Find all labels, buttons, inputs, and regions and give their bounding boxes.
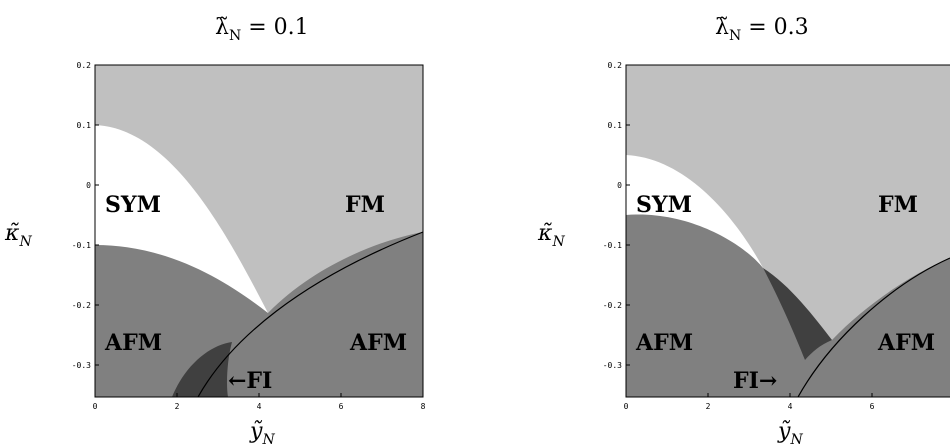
y-tick-label: 0.1 — [608, 121, 623, 130]
boundary-line-left — [197, 231, 424, 398]
region-label-fm-left: FM — [345, 192, 385, 218]
y-tick-label: -0.1 — [603, 241, 622, 250]
x-ticks-left — [94, 393, 424, 397]
region-label-fi-left: ←FI — [228, 368, 272, 394]
frame-right — [625, 64, 950, 398]
right-title: λ̃N = 0.3 — [715, 15, 809, 44]
x-tick-label: 4 — [788, 402, 793, 411]
y-axis-label-right: κ̃N — [537, 221, 565, 250]
afm-region-left — [95, 232, 423, 397]
y-tick-label: -0.1 — [72, 241, 91, 250]
x-tick-label: 0 — [93, 402, 98, 411]
x-tick-label: 8 — [421, 402, 426, 411]
region-label-afm-left: AFM — [104, 330, 162, 356]
region-label-sym-right: SYM — [636, 192, 692, 218]
x-tick-label: 6 — [870, 402, 875, 411]
x-tick-label: 0 — [624, 402, 629, 411]
x-tick-label: 2 — [706, 402, 711, 411]
left-title: λ̃N = 0.1 — [215, 15, 309, 44]
region-label-fi-right: FI→ — [733, 368, 777, 394]
y-tick-label: 0 — [617, 181, 622, 190]
y-tick-label: 0.2 — [77, 61, 92, 70]
fi-region-left — [172, 342, 232, 397]
region-label-afm-right-left: AFM — [349, 330, 407, 356]
y-ticks-right — [626, 64, 630, 366]
region-label-fm-right: FM — [878, 192, 918, 218]
x-tick-label: 4 — [257, 402, 262, 411]
left-panel: λ̃N = 0.1 0.2 0.1 0 -0.1 -0.2 -0.3 — [4, 15, 426, 447]
y-tick-label: 0.1 — [77, 121, 92, 130]
region-label-afm-right-right: AFM — [877, 330, 935, 356]
x-ticks-right — [625, 393, 873, 397]
y-ticks-left — [95, 64, 99, 366]
boundary-line-right — [797, 257, 950, 398]
y-tick-label: 0 — [86, 181, 91, 190]
right-panel: λ̃N = 0.3 0.2 0.1 0 -0.1 -0.2 -0.3 — [537, 15, 950, 447]
x-axis-label-left: ỹN — [249, 419, 275, 447]
fi-region-right — [763, 268, 832, 360]
x-tick-label: 2 — [175, 402, 180, 411]
region-label-sym-left: SYM — [105, 192, 161, 218]
y-tick-label: -0.2 — [603, 301, 622, 310]
region-label-afm-right: AFM — [635, 330, 693, 356]
y-tick-label: -0.3 — [72, 361, 91, 370]
y-tick-label: 0.2 — [608, 61, 623, 70]
x-axis-label-right: ỹN — [777, 419, 803, 447]
x-tick-label: 6 — [339, 402, 344, 411]
y-axis-label-left: κ̃N — [4, 221, 32, 250]
y-tick-label: -0.2 — [72, 301, 91, 310]
y-tick-label: -0.3 — [603, 361, 622, 370]
